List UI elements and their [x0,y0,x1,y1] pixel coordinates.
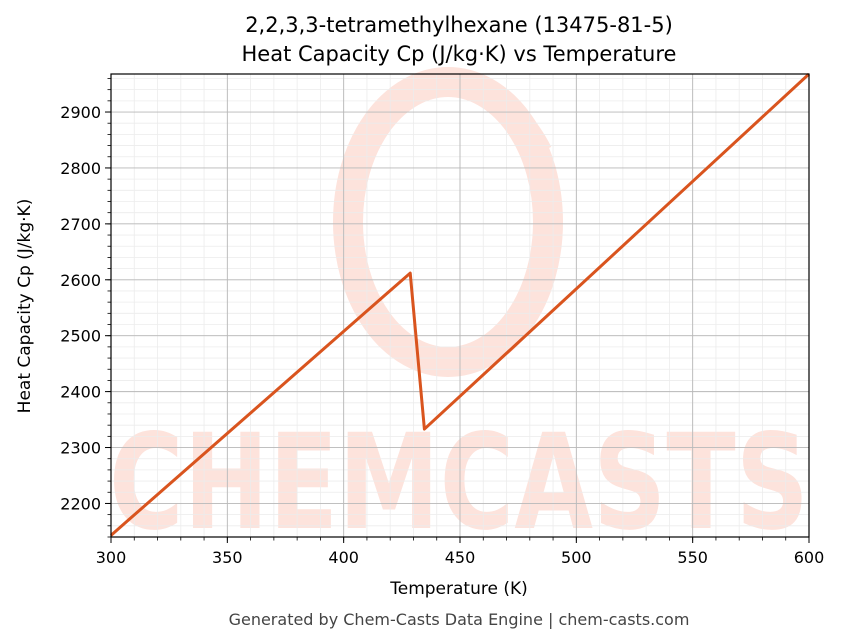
x-tick-labels: 300 350 400 450 500 550 600 [96,548,825,567]
x-tick-label: 400 [328,548,359,567]
axis-ticks [105,78,810,543]
x-tick-label: 450 [445,548,476,567]
y-tick-labels: 2200 2300 2400 2500 2600 2700 2800 2900 [60,103,101,513]
x-tick-label: 600 [794,548,825,567]
footer-credit: Generated by Chem-Casts Data Engine | ch… [229,610,690,629]
x-tick-label: 350 [212,548,243,567]
y-tick-label: 2500 [60,327,101,346]
watermark: CHEMCASTS [109,67,809,560]
cp-series-line [110,72,811,537]
y-axis-label: Heat Capacity Cp (J/kg·K) [15,199,35,414]
y-tick-label: 2200 [60,494,101,513]
y-tick-label: 2800 [60,159,101,178]
y-tick-label: 2600 [60,271,101,290]
y-tick-label: 2300 [60,439,101,458]
y-tick-label: 2900 [60,103,101,122]
x-axis-label: Temperature (K) [389,579,528,599]
x-tick-label: 300 [96,548,127,567]
x-tick-label: 500 [561,548,592,567]
y-tick-label: 2400 [60,383,101,402]
chart-subtitle: Heat Capacity Cp (J/kg·K) vs Temperature [242,42,677,66]
x-tick-label: 550 [677,548,708,567]
chart-title: 2,2,3,3-tetramethylhexane (13475-81-5) [245,13,673,37]
y-tick-label: 2700 [60,215,101,234]
watermark-logo-icon [333,67,563,377]
